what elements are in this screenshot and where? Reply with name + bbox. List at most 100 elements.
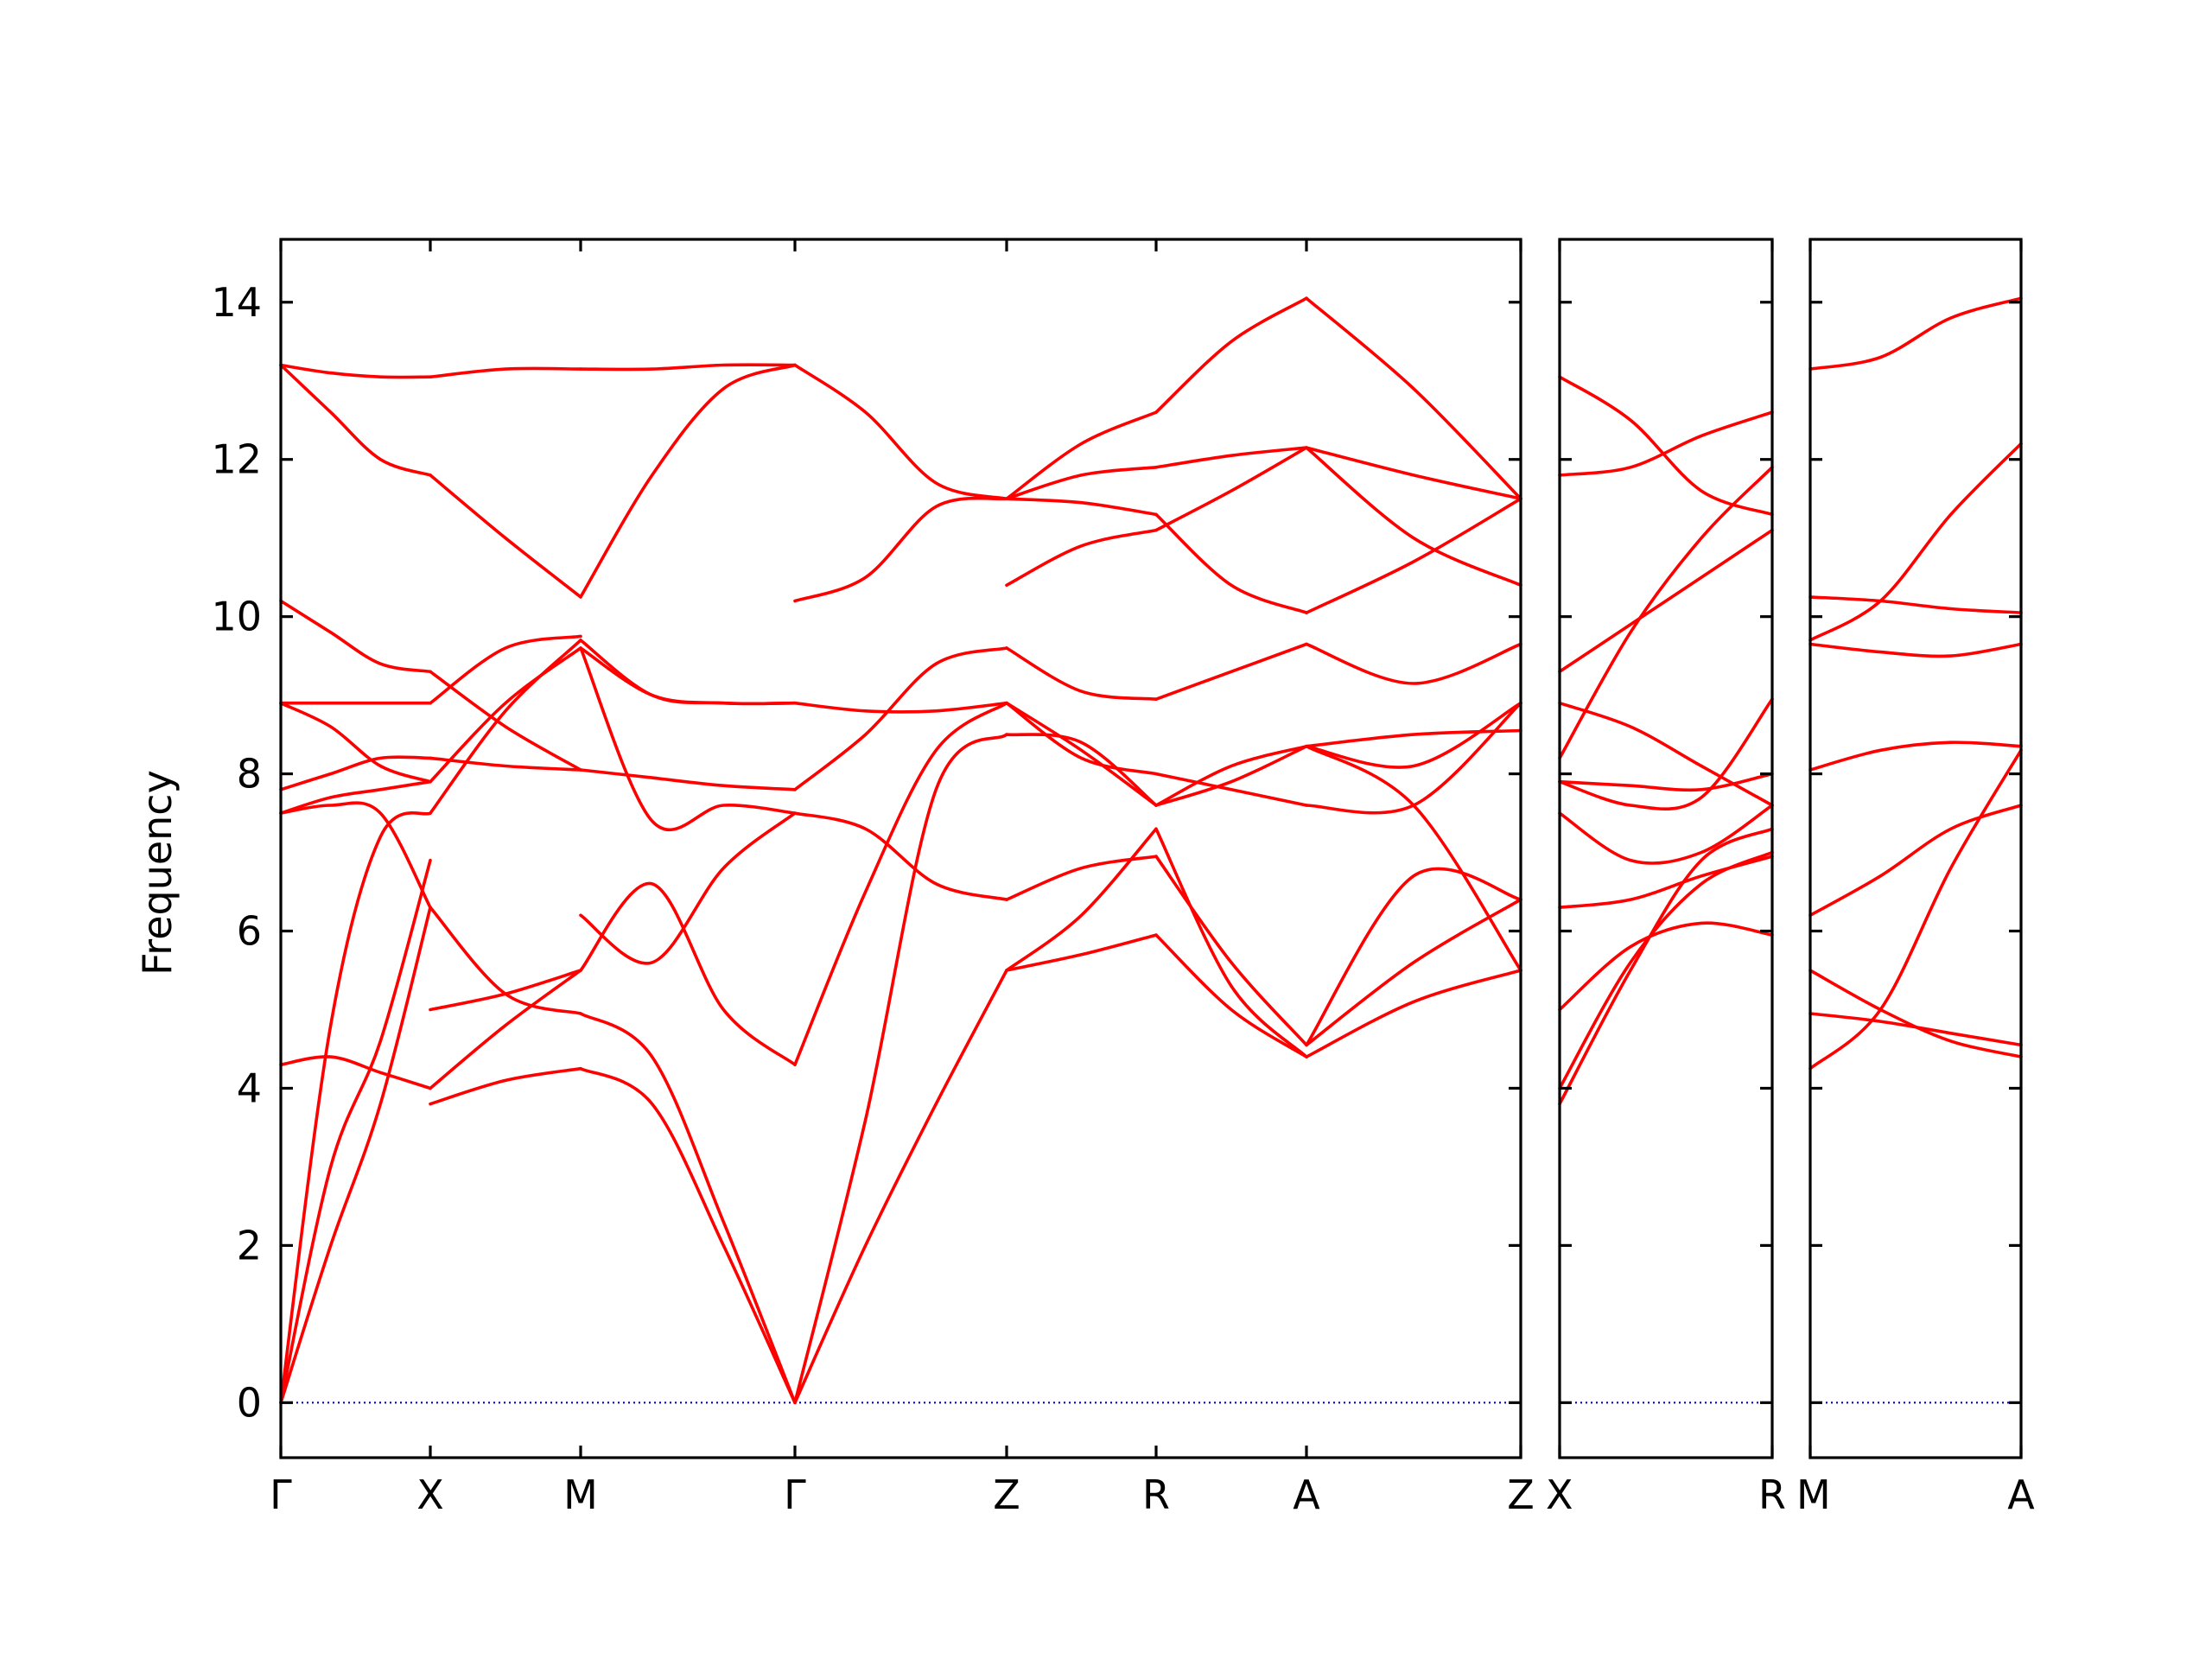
axes-frame <box>1808 238 2023 1459</box>
band-M-A-3 <box>1808 969 2023 1058</box>
band-Γ-Z-4 <box>793 811 1008 901</box>
band-A-Z-10 <box>1305 446 1522 588</box>
x-tick-label: Γ <box>270 1471 292 1518</box>
y-tick-label: 10 <box>211 594 262 640</box>
band-R-A-5 <box>1154 772 1308 807</box>
band-X-R-3 <box>1558 921 1774 1012</box>
band-A-Z-8 <box>1305 642 1522 685</box>
band-A-Z-2 <box>1305 867 1522 1047</box>
band-M-Γ-7 <box>579 646 797 706</box>
band-X-R-5 <box>1558 804 1774 865</box>
band-X-M-5 <box>429 639 582 815</box>
band-A-Z-5 <box>1305 701 1522 815</box>
band-M-Γ-10 <box>579 363 797 372</box>
band-X-M-2 <box>429 969 582 1090</box>
band-Γ-X-12 <box>279 363 432 379</box>
band-R-A-7 <box>1154 642 1308 701</box>
band-R-A-6 <box>1154 744 1308 807</box>
band-A-Z-1 <box>1305 969 1522 1058</box>
x-tick-label: Z <box>1507 1471 1535 1518</box>
band-Γ-Z-8 <box>793 363 1008 500</box>
band-Z-R-5 <box>1005 701 1158 807</box>
band-Γ-X-5 <box>279 801 432 909</box>
band-X-M-8 <box>429 634 582 705</box>
band-Γ-X-2 <box>279 858 432 1405</box>
x-tick-label: M <box>1796 1471 1831 1518</box>
axes-frame <box>279 238 1522 1459</box>
band-R-A-10 <box>1154 446 1308 469</box>
x-tick-label: Z <box>993 1471 1020 1518</box>
band-X-R-11 <box>1558 375 1774 517</box>
band-X-R-7 <box>1558 772 1774 792</box>
band-X-M-11 <box>429 366 582 378</box>
band-A-Z-6 <box>1305 728 1522 748</box>
band-X-R-1 <box>1558 827 1774 1106</box>
band-M-A-9 <box>1808 296 2023 371</box>
band-Γ-X-7 <box>279 755 432 791</box>
band-M-A-4 <box>1808 804 2023 918</box>
band-Γ-X-11 <box>279 363 432 477</box>
band-Γ-X-3 <box>279 811 432 1405</box>
band-X-M-1 <box>429 1066 582 1106</box>
x-tick-label: R <box>1142 1471 1170 1518</box>
band-X-R-6 <box>1558 697 1774 811</box>
x-tick-label: A <box>1293 1471 1320 1518</box>
band-A-Z-4 <box>1305 744 1522 972</box>
band-Z-R-8 <box>1005 528 1158 588</box>
x-tick-label: X <box>416 1471 444 1518</box>
band-M-Γ-3 <box>579 882 797 1066</box>
x-tick-label: Γ <box>784 1471 806 1518</box>
band-R-A-2 <box>1154 827 1308 1058</box>
band-M-A-6 <box>1808 442 2023 642</box>
band-Γ-X-4 <box>279 1055 432 1090</box>
band-M-A-5 <box>1808 741 2023 772</box>
band-Γ-Z-1 <box>793 969 1008 1405</box>
band-A-Z-3 <box>1305 898 1522 1047</box>
panel-1: Γ X M Γ Z R A Z 0 2 4 6 8 10 12 14 <box>211 238 1535 1518</box>
band-X-M-7 <box>429 756 582 772</box>
band-Z-R-11 <box>1005 410 1158 500</box>
band-M-A-7 <box>1808 642 2023 658</box>
band-A-Z-12 <box>1305 296 1522 500</box>
band-X-R-4 <box>1558 855 1774 909</box>
band-Γ-Z-2 <box>793 733 1008 1405</box>
band-Z-R-1 <box>1005 933 1158 972</box>
band-X-R-9 <box>1558 466 1774 760</box>
band-X-R-12 <box>1558 410 1774 477</box>
band-X-R-8 <box>1558 701 1774 807</box>
x-tick-label: A <box>2007 1471 2035 1518</box>
band-A-Z-11 <box>1305 446 1522 500</box>
band-X-M-6 <box>429 646 582 784</box>
band-R-A-4 <box>1154 744 1308 807</box>
band-X-R-10 <box>1558 528 1774 674</box>
y-tick-label: 4 <box>237 1065 262 1111</box>
band-Z-R-9 <box>1005 497 1158 517</box>
band-M-Γ-4 <box>579 811 797 965</box>
y-tick-label: 12 <box>211 436 262 483</box>
axes-frame <box>1558 238 1774 1459</box>
band-M-Γ-9 <box>579 363 797 599</box>
band-Γ-X-10 <box>279 599 432 674</box>
band-M-A-2 <box>1808 1012 2023 1047</box>
x-tick-label: X <box>1546 1471 1573 1518</box>
band-R-A-11 <box>1154 296 1308 414</box>
band-Z-R-4 <box>1005 733 1158 807</box>
band-Γ-Z-5 <box>793 646 1008 791</box>
band-Z-R-7 <box>1005 646 1158 701</box>
band-X-M-3 <box>429 969 582 1012</box>
y-tick-label: 8 <box>237 751 262 798</box>
band-X-M-4 <box>429 906 582 1015</box>
x-tick-label: M <box>563 1471 598 1518</box>
band-Γ-Z-7 <box>793 496 1008 603</box>
x-tick-label: R <box>1758 1471 1786 1518</box>
band-R-A-8 <box>1154 512 1308 614</box>
band-Z-R-3 <box>1005 855 1158 901</box>
band-M-Γ-5 <box>579 646 797 832</box>
y-axis-label: Frequency <box>134 770 181 976</box>
band-Γ-X-1 <box>279 906 432 1405</box>
band-R-A-9 <box>1154 446 1308 532</box>
